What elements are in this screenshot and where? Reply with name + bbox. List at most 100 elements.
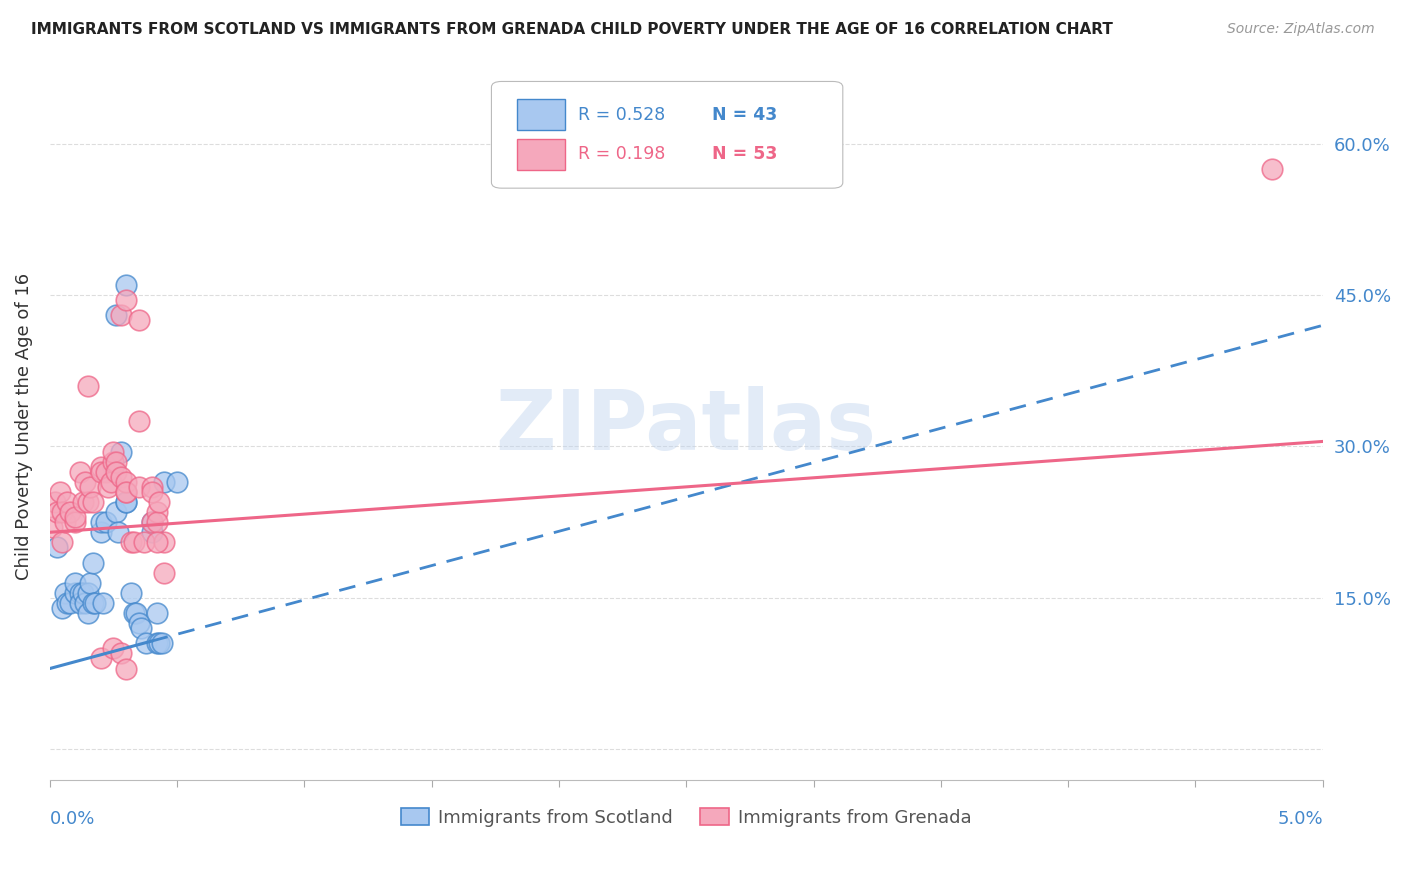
- Point: [141, 484, 163, 499]
- Point: [104, 465, 127, 479]
- Point: [51, 535, 73, 549]
- Point: [153, 566, 176, 580]
- Point: [1261, 161, 1284, 176]
- Point: [51, 505, 73, 519]
- Point: [90, 459, 112, 474]
- Point: [132, 535, 155, 549]
- Text: 0.0%: 0.0%: [49, 810, 96, 828]
- Point: [103, 641, 125, 656]
- Point: [120, 535, 142, 549]
- Point: [94, 515, 117, 529]
- Y-axis label: Child Poverty Under the Age of 16: Child Poverty Under the Age of 16: [15, 273, 32, 580]
- Point: [153, 535, 176, 549]
- Point: [153, 475, 176, 489]
- Point: [148, 495, 170, 509]
- Point: [150, 636, 173, 650]
- Point: [79, 480, 101, 494]
- Point: [75, 596, 97, 610]
- Point: [53, 515, 76, 529]
- Point: [104, 505, 127, 519]
- Point: [110, 444, 132, 458]
- Point: [49, 484, 72, 499]
- Point: [46, 505, 69, 519]
- Point: [90, 651, 112, 665]
- Point: [97, 480, 120, 494]
- Text: IMMIGRANTS FROM SCOTLAND VS IMMIGRANTS FROM GRENADA CHILD POVERTY UNDER THE AGE : IMMIGRANTS FROM SCOTLAND VS IMMIGRANTS F…: [31, 22, 1112, 37]
- Point: [145, 606, 167, 620]
- Point: [103, 444, 125, 458]
- Point: [69, 586, 91, 600]
- Point: [63, 575, 86, 590]
- Point: [128, 480, 150, 494]
- Point: [115, 495, 138, 509]
- Point: [128, 616, 150, 631]
- Point: [122, 606, 145, 620]
- Point: [56, 495, 79, 509]
- Point: [120, 586, 142, 600]
- Point: [104, 455, 127, 469]
- Point: [82, 495, 104, 509]
- Point: [76, 379, 98, 393]
- Point: [82, 556, 104, 570]
- FancyBboxPatch shape: [517, 99, 565, 130]
- Point: [94, 465, 117, 479]
- Point: [63, 586, 86, 600]
- Point: [110, 469, 132, 483]
- Point: [141, 525, 163, 540]
- Point: [145, 505, 167, 519]
- Point: [115, 484, 138, 499]
- Text: N = 43: N = 43: [711, 105, 778, 124]
- Point: [90, 465, 112, 479]
- Point: [75, 475, 97, 489]
- Point: [145, 636, 167, 650]
- Point: [125, 606, 148, 620]
- Point: [103, 455, 125, 469]
- Point: [69, 465, 91, 479]
- Point: [128, 313, 150, 327]
- Point: [131, 621, 153, 635]
- Point: [115, 495, 138, 509]
- Point: [91, 596, 114, 610]
- Point: [115, 484, 138, 499]
- Point: [115, 293, 138, 307]
- Point: [148, 636, 170, 650]
- Point: [103, 459, 125, 474]
- Point: [107, 525, 129, 540]
- Text: R = 0.198: R = 0.198: [578, 145, 665, 163]
- Point: [72, 495, 94, 509]
- Point: [51, 601, 73, 615]
- Point: [115, 277, 138, 292]
- Text: R = 0.528: R = 0.528: [578, 105, 665, 124]
- FancyBboxPatch shape: [517, 138, 565, 169]
- Point: [122, 535, 145, 549]
- Point: [63, 510, 86, 524]
- Text: 5.0%: 5.0%: [1277, 810, 1323, 828]
- Point: [46, 541, 69, 555]
- Point: [110, 308, 132, 322]
- FancyBboxPatch shape: [492, 81, 842, 188]
- Point: [115, 662, 138, 676]
- Point: [63, 515, 86, 529]
- Point: [141, 480, 163, 494]
- Point: [41, 520, 63, 534]
- Point: [90, 515, 112, 529]
- Point: [104, 308, 127, 322]
- Point: [72, 586, 94, 600]
- Point: [141, 515, 163, 529]
- Point: [76, 606, 98, 620]
- Point: [145, 515, 167, 529]
- Point: [76, 586, 98, 600]
- Point: [145, 535, 167, 549]
- Point: [59, 505, 82, 519]
- Point: [166, 475, 188, 489]
- Point: [53, 586, 76, 600]
- Point: [56, 596, 79, 610]
- Point: [128, 414, 150, 428]
- Point: [100, 475, 122, 489]
- Point: [59, 596, 82, 610]
- Point: [69, 596, 91, 610]
- Legend: Immigrants from Scotland, Immigrants from Grenada: Immigrants from Scotland, Immigrants fro…: [394, 801, 979, 834]
- Point: [44, 495, 66, 509]
- Point: [82, 596, 104, 610]
- Point: [76, 495, 98, 509]
